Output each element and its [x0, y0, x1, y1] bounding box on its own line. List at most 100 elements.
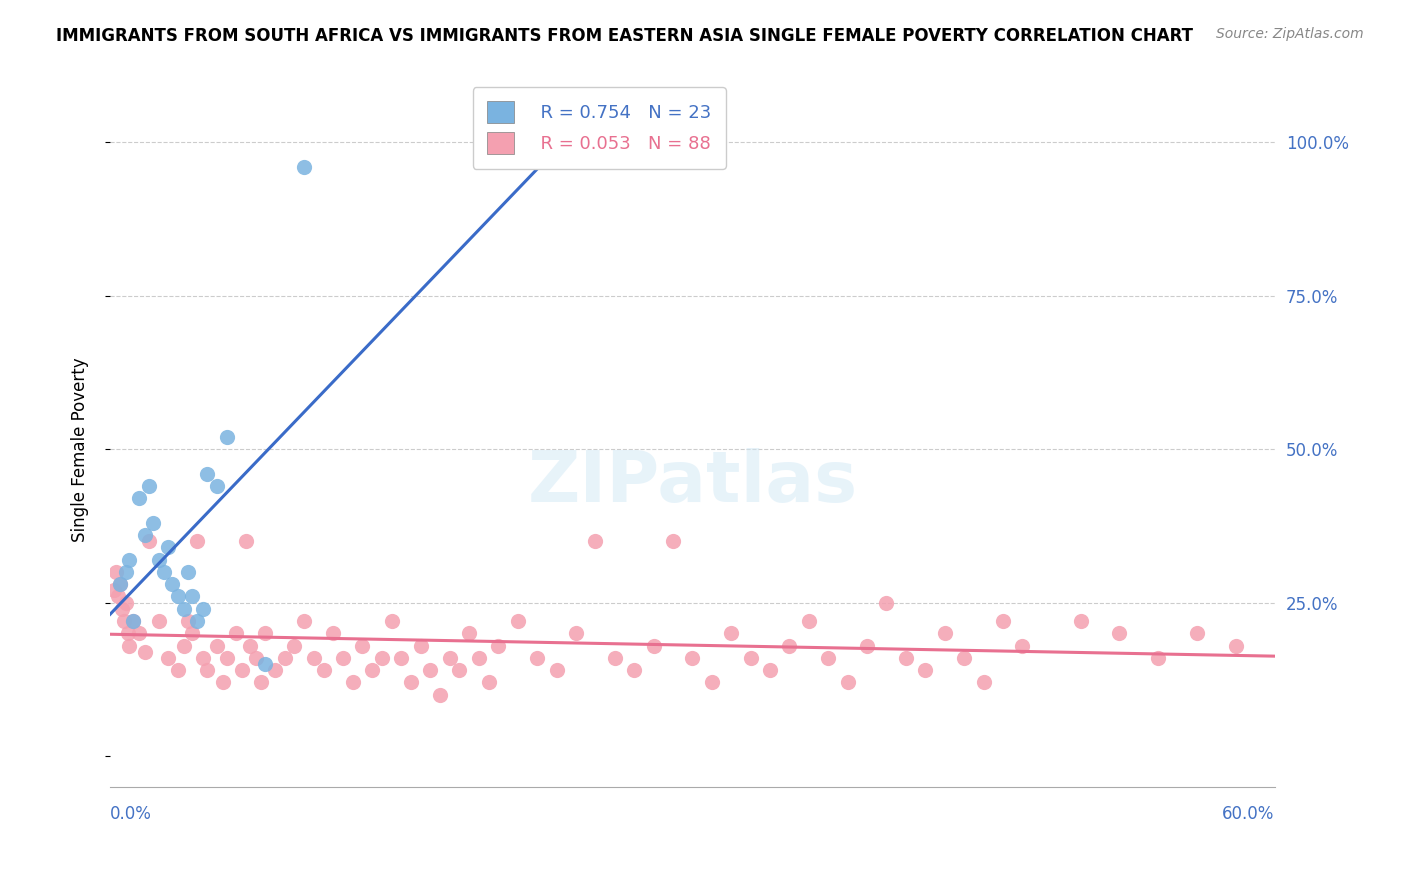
- Point: [153, 565, 176, 579]
- Point: [108, 577, 131, 591]
- Point: [177, 614, 200, 628]
- Point: [720, 626, 742, 640]
- Point: [239, 639, 262, 653]
- Point: [371, 651, 394, 665]
- Point: [1011, 639, 1033, 653]
- Point: [894, 651, 917, 665]
- Point: [458, 626, 481, 640]
- Point: [546, 663, 568, 677]
- Point: [134, 528, 156, 542]
- Point: [817, 651, 839, 665]
- Point: [215, 651, 238, 665]
- Point: [934, 626, 956, 640]
- Point: [205, 639, 228, 653]
- Point: [122, 614, 145, 628]
- Point: [876, 596, 898, 610]
- Point: [700, 675, 723, 690]
- Point: [506, 614, 529, 628]
- Point: [180, 590, 202, 604]
- Point: [193, 601, 215, 615]
- Text: 0.0%: 0.0%: [110, 805, 152, 823]
- Point: [603, 651, 626, 665]
- Text: IMMIGRANTS FROM SOUTH AFRICA VS IMMIGRANTS FROM EASTERN ASIA SINGLE FEMALE POVER: IMMIGRANTS FROM SOUTH AFRICA VS IMMIGRAN…: [56, 27, 1194, 45]
- Point: [148, 552, 170, 566]
- Point: [157, 651, 180, 665]
- Point: [157, 541, 180, 555]
- Point: [118, 552, 141, 566]
- Point: [134, 645, 156, 659]
- Point: [274, 651, 297, 665]
- Text: Source: ZipAtlas.com: Source: ZipAtlas.com: [1216, 27, 1364, 41]
- Text: 60.0%: 60.0%: [1222, 805, 1275, 823]
- Point: [103, 583, 125, 598]
- Point: [342, 675, 364, 690]
- Point: [177, 565, 200, 579]
- Point: [352, 639, 374, 653]
- Point: [565, 626, 588, 640]
- Point: [486, 639, 509, 653]
- Point: [662, 534, 685, 549]
- Point: [104, 565, 127, 579]
- Point: [235, 534, 257, 549]
- Point: [111, 601, 134, 615]
- Point: [225, 626, 247, 640]
- Point: [1147, 651, 1170, 665]
- Point: [759, 663, 782, 677]
- Point: [128, 626, 150, 640]
- Point: [332, 651, 354, 665]
- Point: [837, 675, 859, 690]
- Point: [195, 467, 218, 481]
- Point: [167, 663, 190, 677]
- Point: [1225, 639, 1247, 653]
- Point: [205, 479, 228, 493]
- Point: [953, 651, 976, 665]
- Y-axis label: Single Female Poverty: Single Female Poverty: [72, 357, 89, 541]
- Point: [623, 663, 645, 677]
- Point: [292, 614, 315, 628]
- Point: [1185, 626, 1208, 640]
- Point: [797, 614, 820, 628]
- Point: [114, 596, 136, 610]
- Point: [302, 651, 325, 665]
- Point: [973, 675, 995, 690]
- Point: [118, 639, 141, 653]
- Point: [138, 479, 160, 493]
- Point: [429, 688, 451, 702]
- Point: [399, 675, 422, 690]
- Point: [254, 626, 277, 640]
- Text: ZIPatlas: ZIPatlas: [527, 449, 858, 517]
- Point: [186, 534, 208, 549]
- Point: [114, 565, 136, 579]
- Point: [361, 663, 384, 677]
- Point: [283, 639, 305, 653]
- Point: [1070, 614, 1092, 628]
- Point: [468, 651, 491, 665]
- Point: [128, 491, 150, 506]
- Point: [380, 614, 402, 628]
- Point: [914, 663, 936, 677]
- Point: [477, 675, 499, 690]
- Point: [186, 614, 208, 628]
- Point: [167, 590, 190, 604]
- Point: [643, 639, 665, 653]
- Point: [419, 663, 441, 677]
- Point: [215, 430, 238, 444]
- Point: [250, 675, 273, 690]
- Point: [211, 675, 233, 690]
- Point: [526, 651, 548, 665]
- Point: [264, 663, 287, 677]
- Point: [583, 534, 606, 549]
- Point: [1108, 626, 1130, 640]
- Point: [856, 639, 879, 653]
- Point: [681, 651, 703, 665]
- Point: [180, 626, 202, 640]
- Point: [439, 651, 461, 665]
- Point: [148, 614, 170, 628]
- Point: [122, 614, 145, 628]
- Point: [991, 614, 1014, 628]
- Point: [173, 639, 195, 653]
- Point: [142, 516, 165, 530]
- Point: [160, 577, 183, 591]
- Point: [193, 651, 215, 665]
- Point: [245, 651, 267, 665]
